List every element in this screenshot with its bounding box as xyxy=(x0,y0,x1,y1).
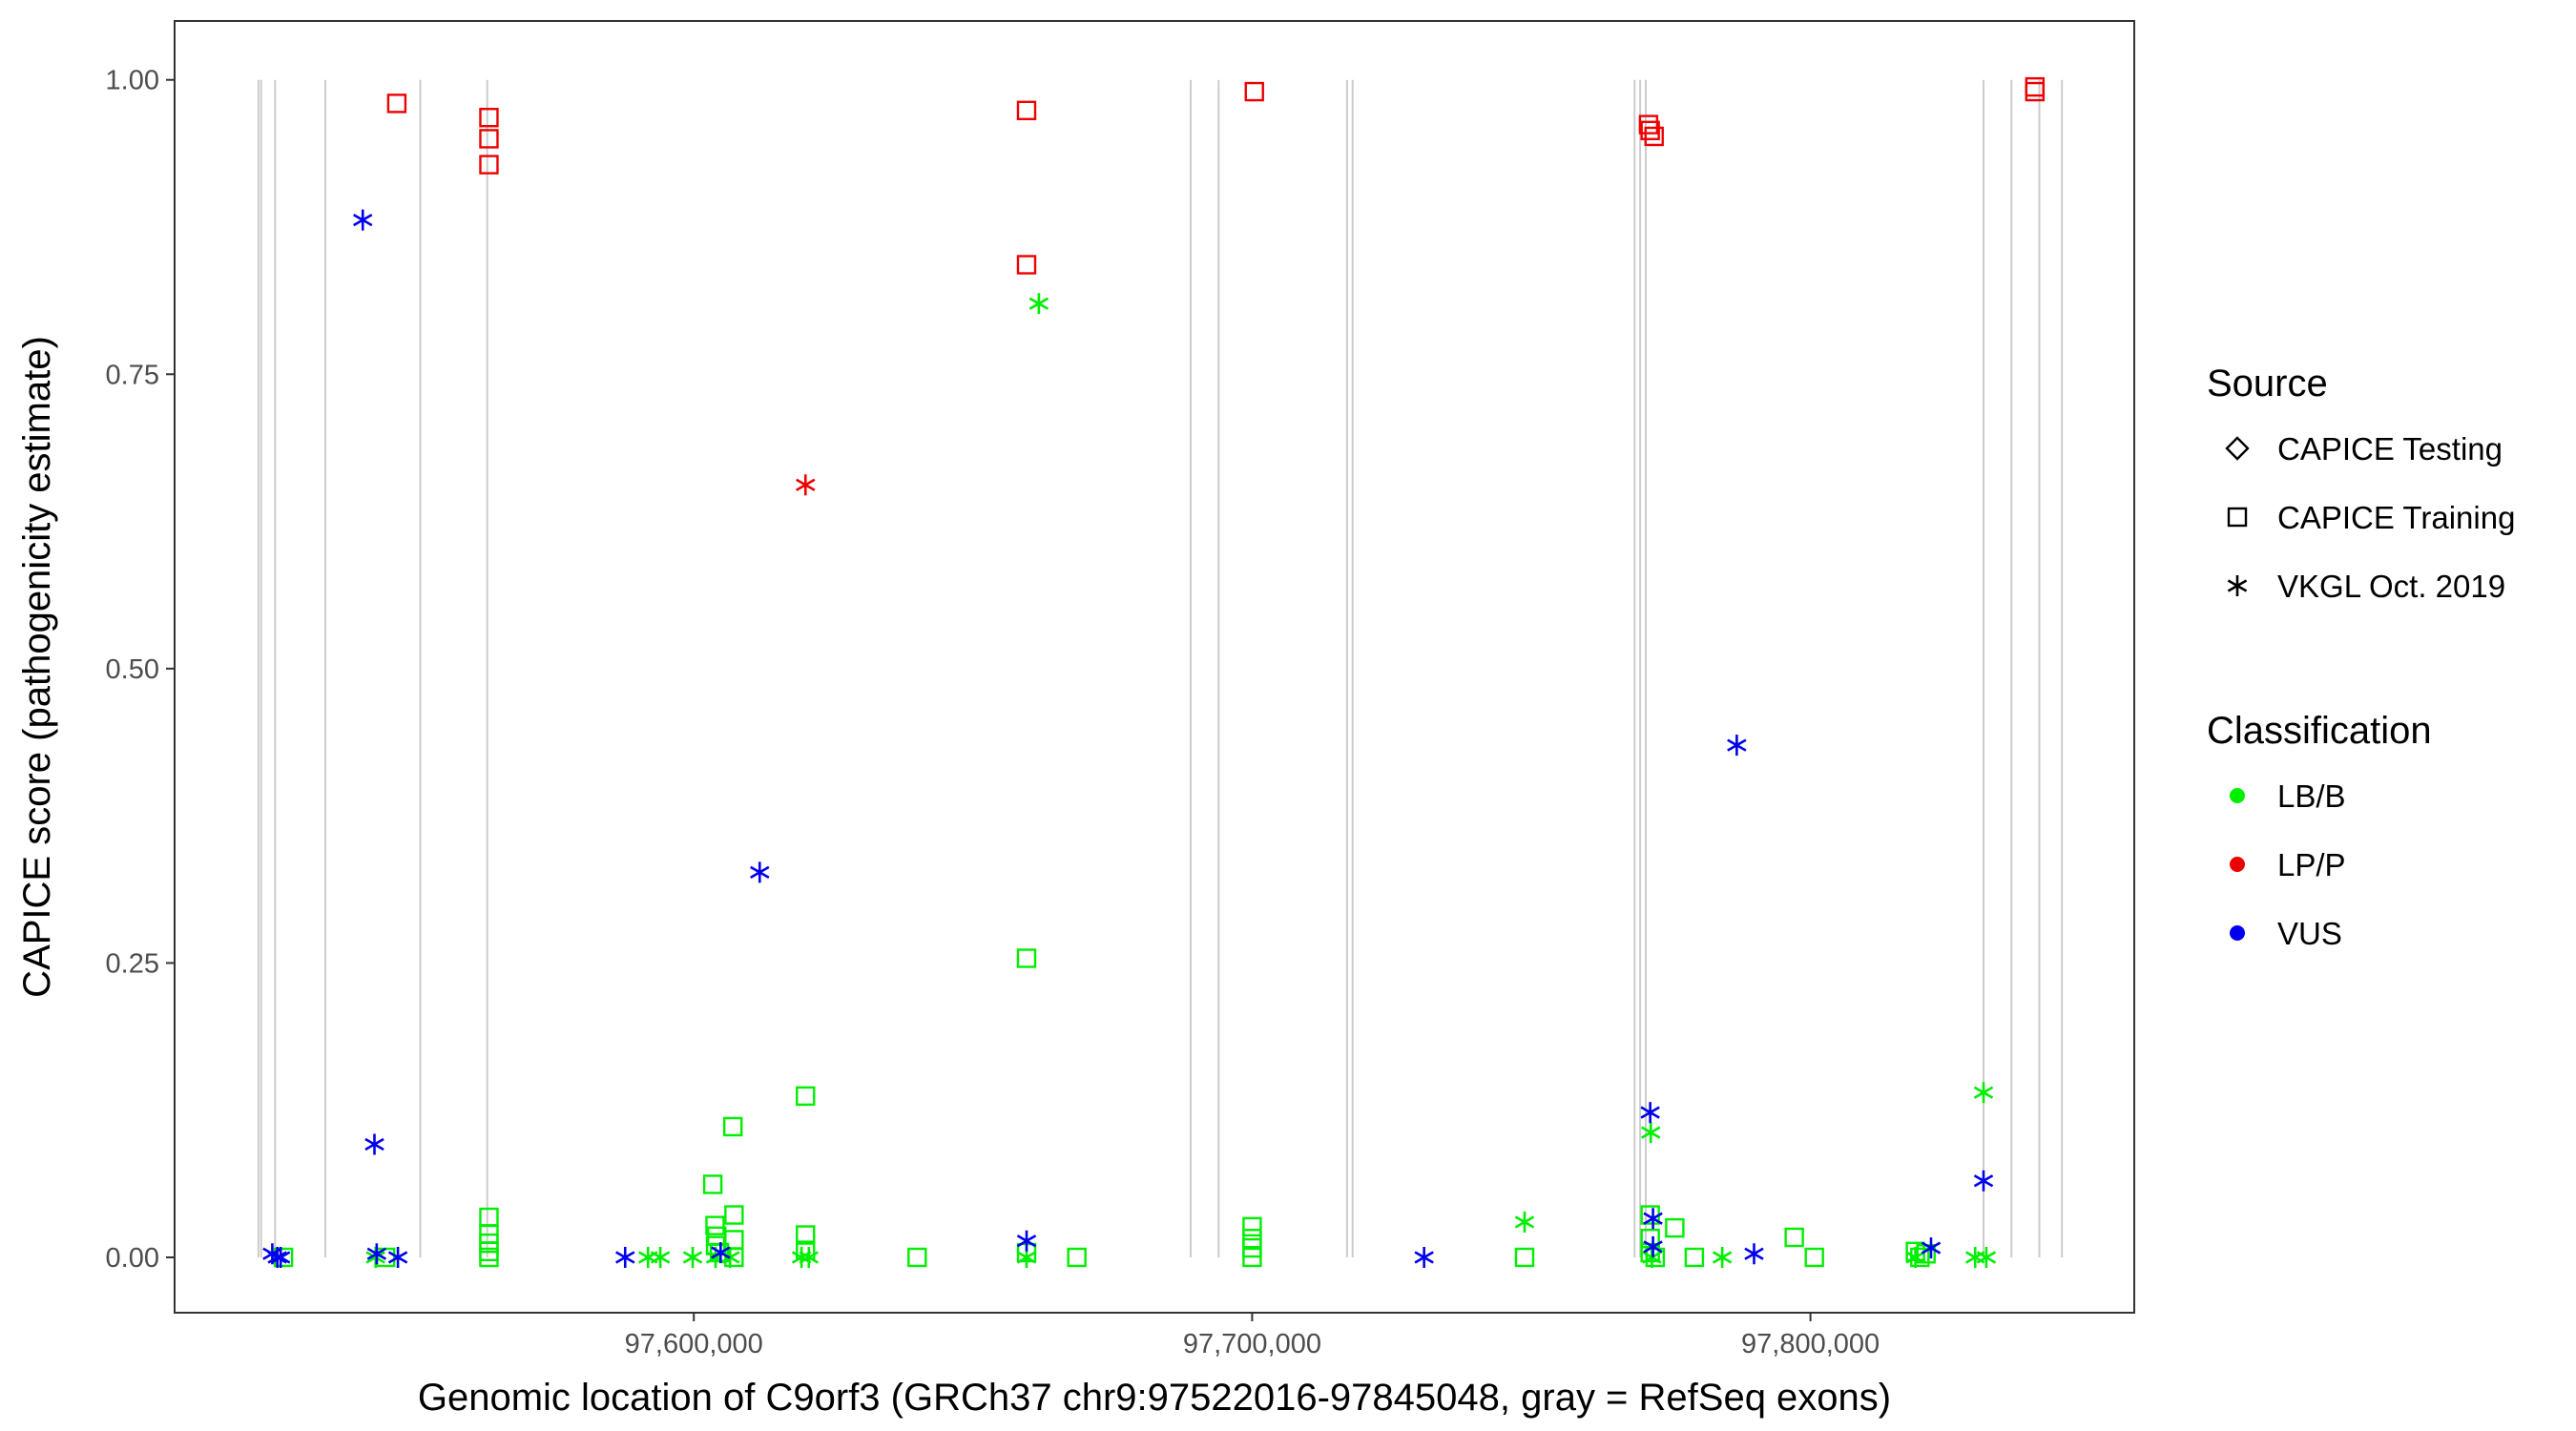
data-point-training xyxy=(1242,1247,1262,1268)
legend-key-dot xyxy=(2230,925,2245,941)
data-point-training xyxy=(722,1116,743,1137)
data-point-training xyxy=(479,108,499,128)
data-point-training xyxy=(386,93,407,114)
data-point-vkgl xyxy=(1712,1246,1733,1268)
data-point-vkgl xyxy=(364,1133,384,1155)
data-point-training xyxy=(1640,120,1660,140)
legend-classification-label: LP/P xyxy=(2277,847,2346,882)
data-point-training xyxy=(1665,1217,1685,1238)
data-point-vkgl xyxy=(270,1246,291,1268)
data-point-training xyxy=(724,1205,744,1225)
data-point-training xyxy=(705,1215,725,1235)
data-point-vkgl xyxy=(1640,1102,1660,1124)
data-point-vkgl xyxy=(1643,1235,1663,1257)
data-point-training xyxy=(1016,948,1037,968)
legend-classification-title: Classification xyxy=(2207,710,2432,752)
data-point-training xyxy=(1514,1247,1535,1268)
x-tick-label: 97,600,000 xyxy=(625,1329,763,1359)
data-point-training xyxy=(1638,114,1659,135)
data-point-vkgl xyxy=(1976,1246,1997,1268)
data-point-training xyxy=(796,1225,816,1245)
y-tick-label: 0.50 xyxy=(106,654,159,685)
x-axis: 97,600,000 97,700,000 97,800,000 xyxy=(625,1313,1880,1359)
data-point-training xyxy=(479,1247,499,1268)
data-point-vkgl xyxy=(1973,1082,1994,1104)
x-tick-label: 97,700,000 xyxy=(1183,1329,1321,1359)
data-point-vkgl xyxy=(1727,735,1747,757)
data-point-training xyxy=(1644,126,1664,147)
legend-key-square xyxy=(2227,507,2248,528)
data-point-training xyxy=(1067,1247,1087,1268)
y-tick-label: 1.00 xyxy=(106,66,159,96)
legend-source-title: Source xyxy=(2207,363,2328,404)
data-point-vkgl xyxy=(1414,1246,1434,1268)
exon-lines xyxy=(257,79,2064,1257)
data-point-vkgl xyxy=(267,1246,287,1268)
data-point-training xyxy=(1784,1227,1804,1248)
x-axis-title: Genomic location of C9orf3 (GRCh37 chr9:… xyxy=(418,1377,1891,1419)
data-point-vkgl xyxy=(1643,1208,1663,1230)
data-point-vkgl xyxy=(638,1246,658,1268)
data-point-training xyxy=(1910,1247,1930,1268)
y-axis-title: CAPICE score (pathogenicity estimate) xyxy=(16,336,58,998)
data-point-vkgl xyxy=(711,1242,731,1264)
data-point-training xyxy=(1244,81,1264,102)
data-point-training xyxy=(1016,100,1037,121)
data-point-vkgl xyxy=(1016,1230,1037,1252)
y-tick-label: 0.00 xyxy=(106,1243,159,1274)
data-point-vkgl xyxy=(796,474,816,496)
data-point-training xyxy=(796,1086,816,1107)
legend-classification: Classification LB/B LP/P VUS xyxy=(2207,710,2432,951)
data-point-training xyxy=(796,1240,816,1260)
legend-source-label: VKGL Oct. 2019 xyxy=(2277,569,2505,604)
data-point-training xyxy=(1016,255,1037,275)
plot-panel-border xyxy=(174,20,2135,1314)
data-point-training xyxy=(479,129,499,149)
legend-key-dot xyxy=(2230,788,2245,803)
legend-key-dot xyxy=(2230,857,2245,872)
data-point-vkgl xyxy=(750,861,770,883)
legend-classification-label: LB/B xyxy=(2277,778,2346,814)
data-points xyxy=(262,76,2046,1268)
y-tick-label: 0.25 xyxy=(106,948,159,979)
legend-key-asterisk xyxy=(2227,575,2248,596)
legend-source: Source CAPICE Testing CAPICE Training VKGL… xyxy=(2207,363,2515,604)
data-point-vkgl xyxy=(1514,1211,1535,1233)
data-point-training xyxy=(702,1174,723,1194)
data-point-vkgl xyxy=(366,1243,387,1265)
data-point-training xyxy=(907,1247,927,1268)
legend-source-label: CAPICE Training xyxy=(2277,500,2515,535)
data-point-vkgl xyxy=(1744,1243,1764,1265)
data-point-training xyxy=(1684,1247,1705,1268)
data-point-training xyxy=(2025,81,2046,102)
y-axis: 0.00 0.25 0.50 0.75 1.00 xyxy=(106,66,175,1274)
x-tick-label: 97,800,000 xyxy=(1741,1329,1880,1359)
data-point-vkgl xyxy=(1641,1122,1661,1144)
data-point-vkgl xyxy=(1973,1170,1994,1192)
data-point-vkgl xyxy=(682,1246,703,1268)
data-point-training xyxy=(724,1247,744,1268)
data-point-vkgl xyxy=(387,1246,408,1268)
data-point-vkgl xyxy=(1921,1237,1942,1259)
legend-key-diamond xyxy=(2225,436,2250,461)
data-point-training xyxy=(1242,1216,1262,1237)
y-tick-label: 0.75 xyxy=(106,360,159,390)
legend-source-label: CAPICE Testing xyxy=(2277,431,2503,467)
data-point-training xyxy=(1804,1247,1824,1268)
data-point-training xyxy=(479,155,499,175)
legend-classification-label: VUS xyxy=(2277,916,2342,951)
data-point-vkgl xyxy=(615,1246,635,1268)
data-point-vkgl xyxy=(1028,293,1049,315)
data-point-vkgl xyxy=(352,209,373,231)
